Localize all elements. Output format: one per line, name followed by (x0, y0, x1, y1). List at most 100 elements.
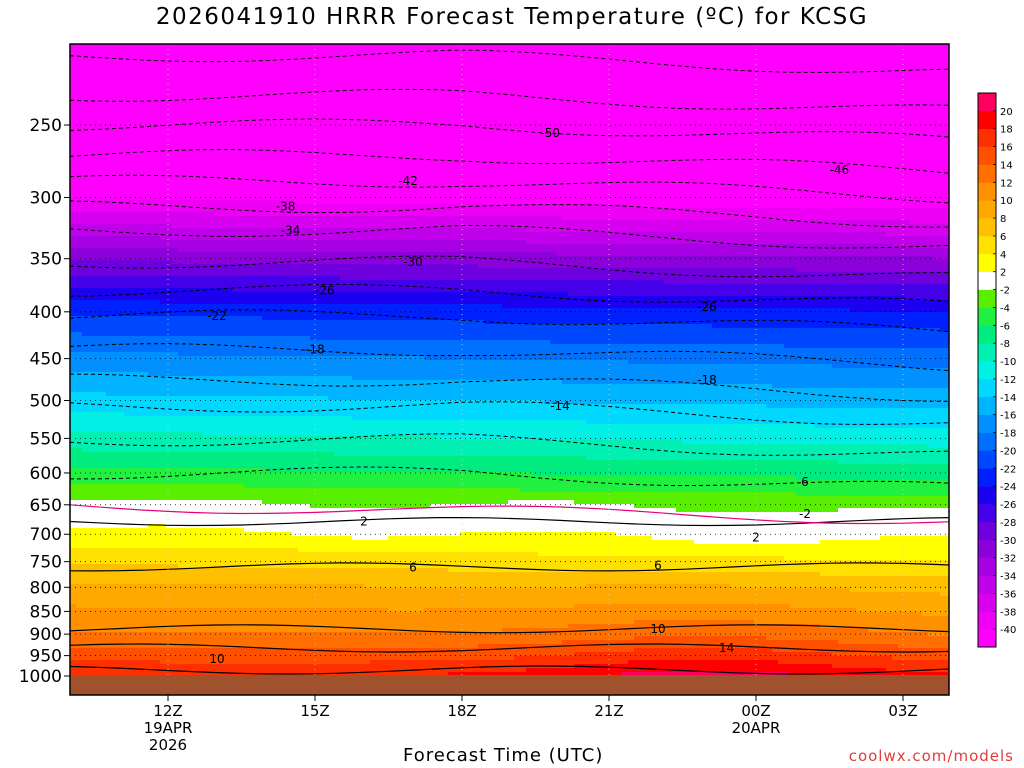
colorbar-swatch (978, 343, 996, 361)
y-tick-label: 750 (30, 553, 62, 573)
contour-label: 6 (801, 475, 809, 489)
colorbar-swatch (978, 397, 996, 415)
contour-label: -30 (403, 255, 423, 269)
y-tick-label: 1000 (19, 667, 62, 687)
y-tick-label: 650 (30, 496, 62, 516)
y-tick-label: 600 (30, 464, 62, 484)
colorbar-label: -6 (1000, 321, 1010, 332)
colorbar-swatch (978, 629, 996, 647)
y-tick-label: 300 (30, 188, 62, 208)
contour-label: 6 (654, 558, 662, 572)
colorbar-label: -38 (1000, 607, 1016, 618)
contour-fill: -50-46-42-38-34-30-26-26-22-18-18-146-22… (70, 44, 953, 697)
terrain-band (70, 675, 949, 695)
y-tick-label: 800 (30, 578, 62, 598)
colorbar-label: -24 (1000, 482, 1016, 493)
colorbar-swatch (978, 111, 996, 129)
contour-label: 10 (209, 652, 224, 666)
colorbar-label: 20 (1000, 107, 1013, 118)
colorbar-label: 18 (1000, 125, 1013, 136)
y-tick-label: 450 (30, 350, 62, 370)
colorbar-swatch (978, 558, 996, 576)
colorbar-swatch (978, 307, 996, 325)
colorbar-label: -10 (1000, 357, 1016, 368)
contour-label: 6 (409, 560, 417, 574)
colorbar-label: 10 (1000, 196, 1013, 207)
colorbar-swatch (978, 540, 996, 558)
colorbar-label: 8 (1000, 214, 1006, 225)
colorbar-swatch (978, 129, 996, 147)
colorbar-label: -40 (1000, 625, 1016, 636)
y-tick-label: 400 (30, 303, 62, 323)
contour-label: -18 (305, 343, 325, 357)
colorbar-label: -18 (1000, 429, 1016, 440)
x-tick-label: 21Z (594, 702, 623, 720)
colorbar-label: -26 (1000, 500, 1016, 511)
colorbar-label: -36 (1000, 589, 1016, 600)
y-tick-label: 550 (30, 429, 62, 449)
colorbar-swatch (978, 218, 996, 236)
contour-label: -14 (550, 399, 570, 413)
colorbar-label: 4 (1000, 250, 1006, 261)
colorbar-label: -34 (1000, 572, 1016, 583)
colorbar-swatch (978, 379, 996, 397)
colorbar-swatch (978, 576, 996, 594)
colorbar-swatch (978, 147, 996, 165)
colorbar-swatch (978, 415, 996, 433)
contour-label: -26 (315, 283, 335, 297)
y-tick-label: 250 (30, 116, 62, 136)
colorbar-swatch (978, 611, 996, 629)
y-tick-label: 850 (30, 602, 62, 622)
contour-label: 2 (360, 515, 368, 529)
colorbar-swatch (978, 200, 996, 218)
x-tick-label: 19APR (144, 719, 193, 737)
colorbar-label: 14 (1000, 160, 1013, 171)
colorbar-label: -32 (1000, 554, 1016, 565)
contour-label: 14 (719, 641, 734, 655)
x-tick-label: 03Z (888, 702, 917, 720)
x-tick-label: 20APR (732, 719, 781, 737)
x-tick-label: 15Z (300, 702, 329, 720)
colorbar-swatch (978, 361, 996, 379)
contour-label: -34 (281, 224, 301, 238)
colorbar-label: -22 (1000, 464, 1016, 475)
contour-label: -18 (697, 373, 717, 387)
colorbar-swatch (978, 272, 996, 290)
colorbar-swatch (978, 290, 996, 308)
colorbar-swatch (978, 504, 996, 522)
x-tick-label: 00Z (741, 702, 770, 720)
colorbar-swatch (978, 164, 996, 182)
y-tick-label: 700 (30, 525, 62, 545)
contour-label: 10 (650, 622, 665, 636)
colorbar-swatch (978, 93, 996, 111)
colorbar-swatch (978, 236, 996, 254)
y-tick-label: 950 (30, 647, 62, 667)
colorbar-swatch (978, 468, 996, 486)
colorbar-swatch (978, 522, 996, 540)
contour-label: -26 (697, 300, 717, 314)
colorbar-label: 6 (1000, 232, 1006, 243)
colorbar-label: -16 (1000, 411, 1016, 422)
y-tick-label: 350 (30, 250, 62, 270)
colorbar-label: -8 (1000, 339, 1010, 350)
x-axis-label: Forecast Time (UTC) (403, 745, 603, 766)
contour-label: -38 (276, 200, 296, 214)
colorbar-swatch (978, 450, 996, 468)
colorbar-label: -2 (1000, 286, 1010, 297)
colorbar-swatch (978, 486, 996, 504)
x-tick-label: 18Z (447, 702, 476, 720)
contour-label: 2 (752, 531, 760, 545)
colorbar-label: -30 (1000, 536, 1016, 547)
x-tick-label: 12Z (153, 702, 182, 720)
colorbar-label: -14 (1000, 393, 1016, 404)
contour-label: -50 (540, 126, 560, 140)
colorbar-label: 2 (1000, 268, 1006, 279)
contour-label: -22 (207, 309, 227, 323)
credit-link[interactable]: coolwx.com/models (849, 747, 1014, 765)
colorbar-label: -28 (1000, 518, 1016, 529)
contour-label: -42 (398, 174, 418, 188)
colorbar-label: -20 (1000, 446, 1016, 457)
y-tick-label: 500 (30, 392, 62, 412)
colorbar-label: 12 (1000, 178, 1013, 189)
